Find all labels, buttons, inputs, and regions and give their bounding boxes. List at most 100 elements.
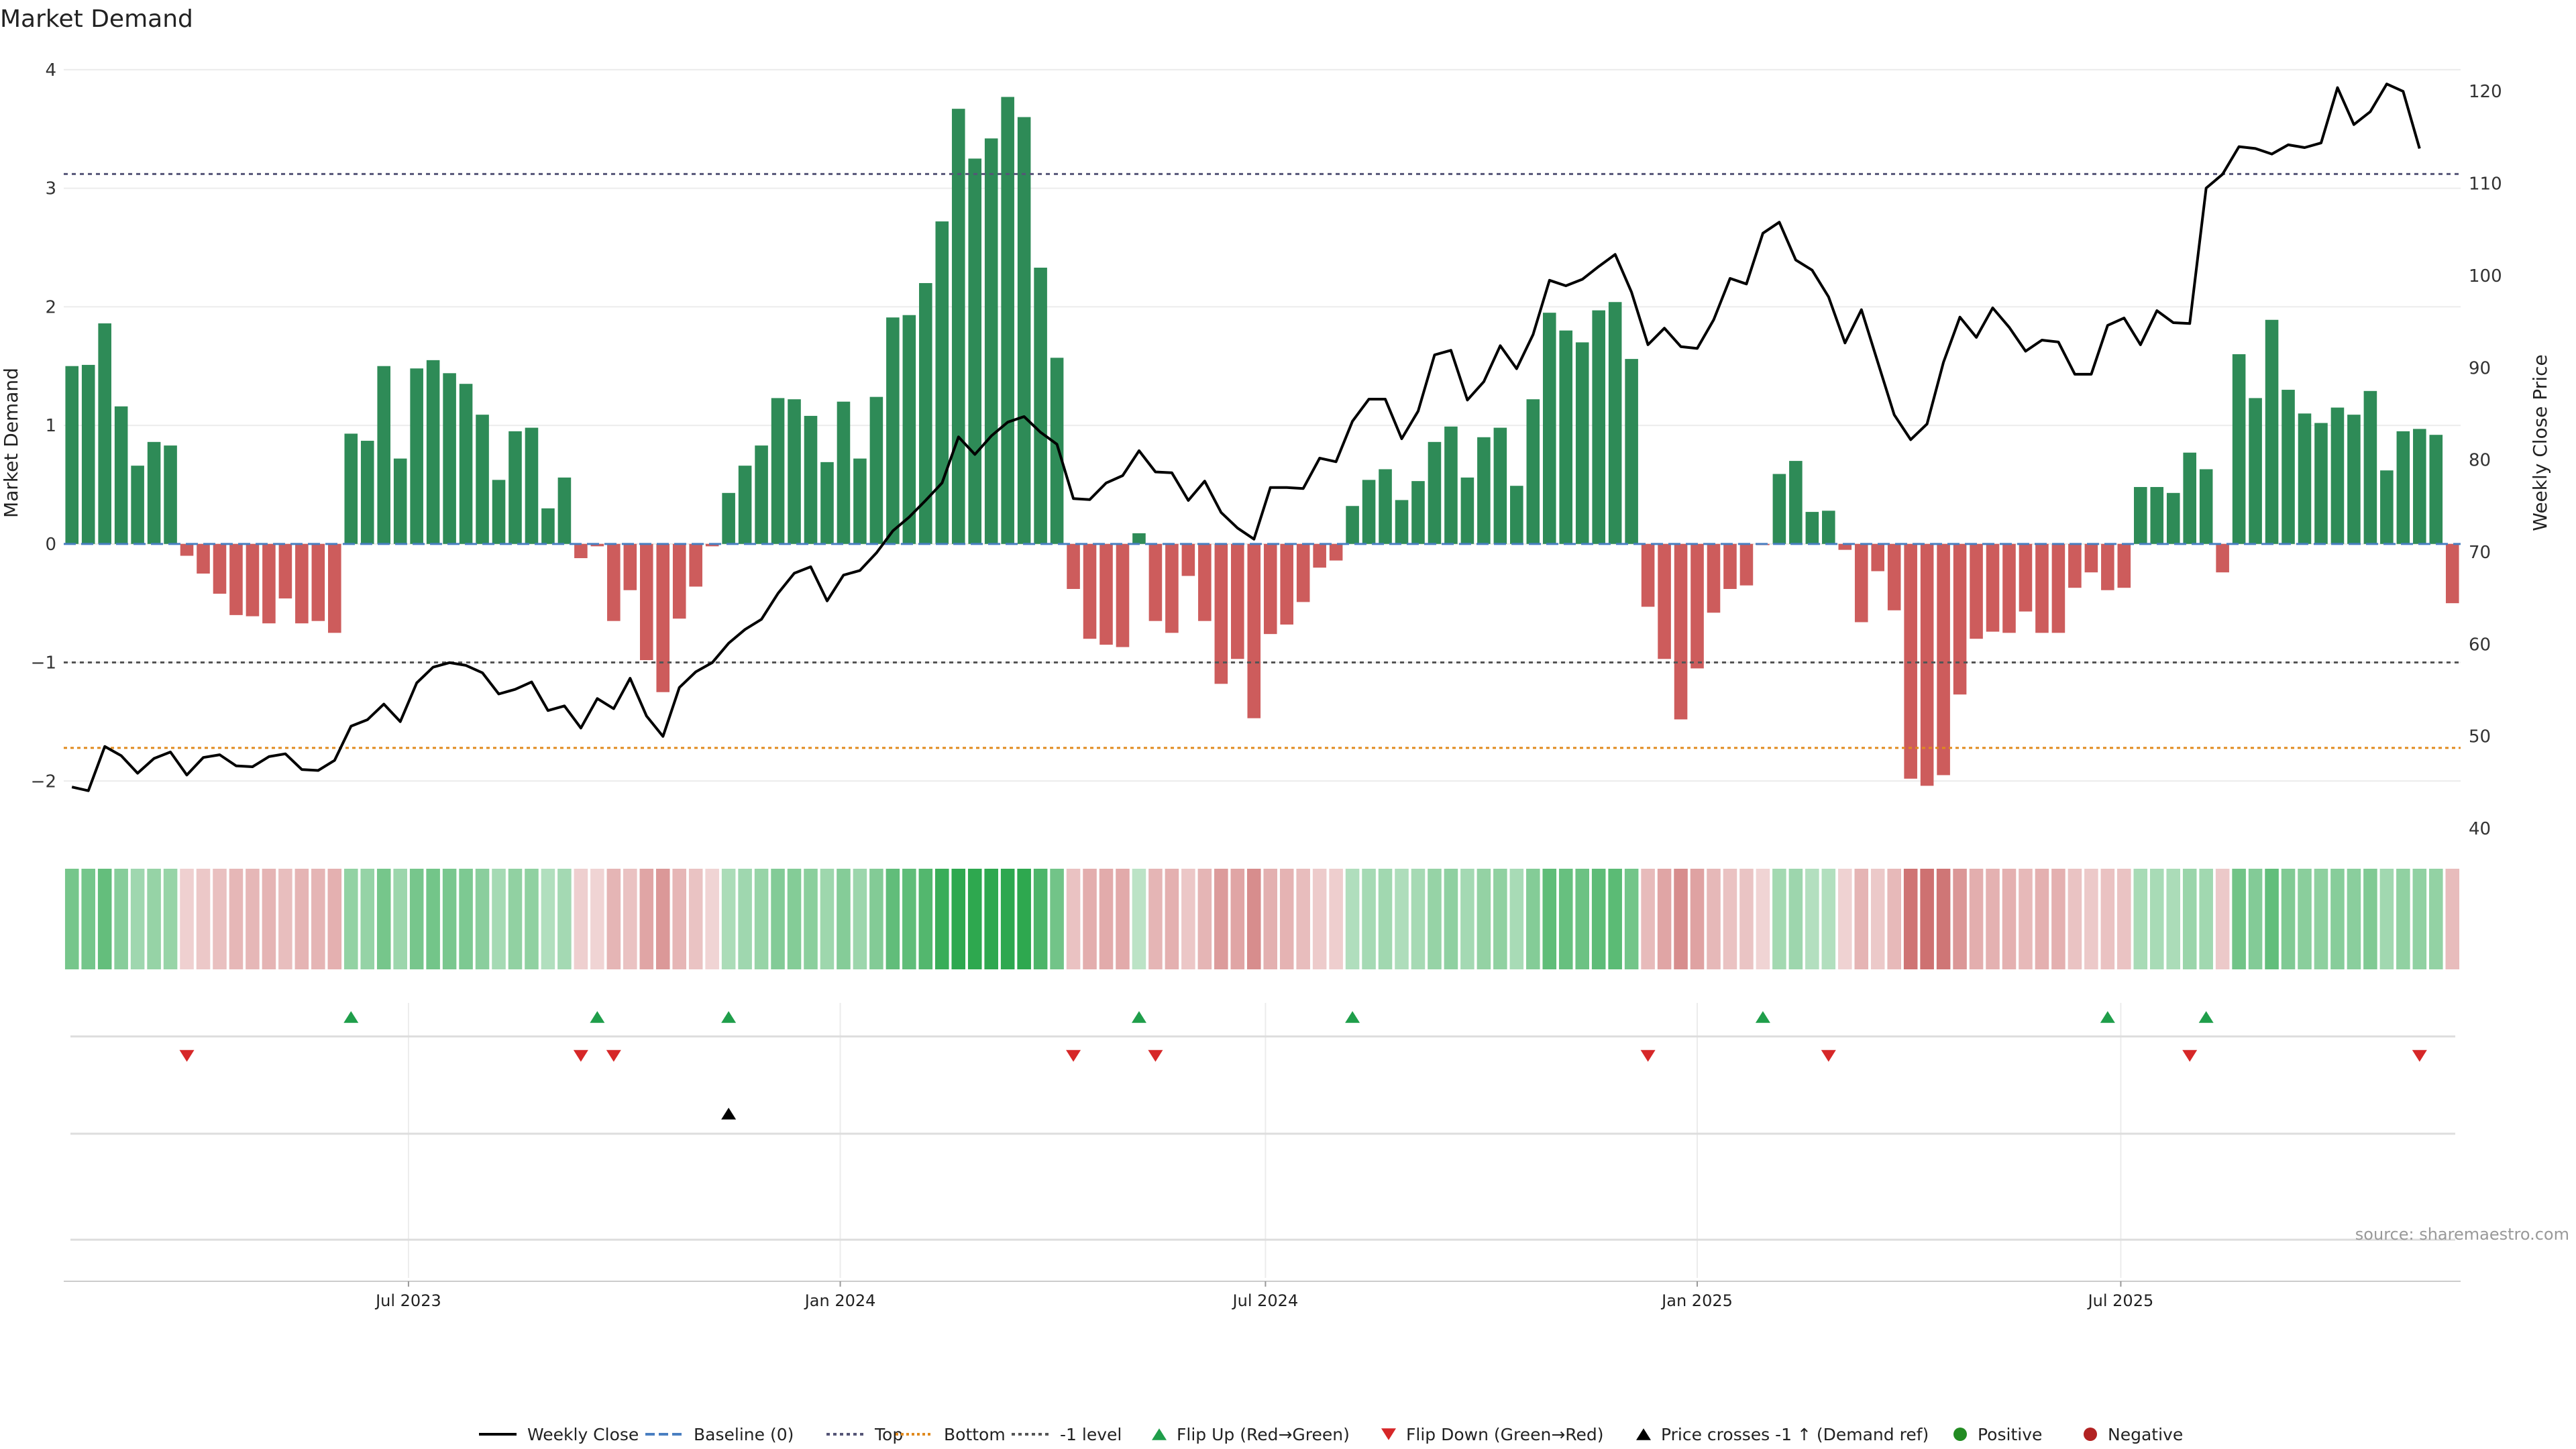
x-tick-label: Jan 2024 [804,1291,876,1310]
price-line [71,83,2421,792]
y-left-tick-label: 0 [45,535,56,555]
heat-cell [655,869,670,969]
heat-cell [606,869,621,969]
heat-cell [1329,869,1343,969]
heat-cell [64,869,79,969]
heat-cell [360,869,375,969]
flip-up-marker [2198,1011,2214,1023]
demand-bar-positive [557,477,572,544]
demand-bar-negative [213,543,227,594]
demand-bar-negative [1690,543,1704,669]
heat-cell [1477,869,1491,969]
heat-cell [1312,869,1327,969]
heat-cell [1657,869,1672,969]
heat-cell [475,869,490,969]
heat-cell [738,869,752,969]
legend-label: Positive [1978,1425,2042,1444]
flip-down-marker [179,1050,195,1062]
legend-item: Weekly Close [479,1425,639,1444]
heat-cell [1920,869,1934,969]
y-right-tick-label: 80 [2469,451,2491,471]
demand-bar-positive [2150,486,2164,544]
y-right-tick-label: 120 [2469,82,2502,102]
demand-bar-negative [2019,543,2033,612]
x-tick-label: Jul 2023 [374,1291,441,1310]
legend-label: Baseline (0) [694,1425,794,1444]
demand-bar-negative [639,543,653,661]
heat-cell [672,869,687,969]
heat-cell [2314,869,2328,969]
legend-item: Price crosses -1 ↑ (Demand ref) [1636,1425,1929,1444]
flip-up-marker [721,1011,737,1023]
heat-cell [1296,869,1310,969]
heat-cell [2232,869,2246,969]
legend-label: Bottom [944,1425,1006,1444]
heat-cell [902,869,916,969]
legend-item: Bottom [896,1425,1006,1444]
heat-cell [1739,869,1754,969]
heat-cell [409,869,424,969]
demand-bar-negative [1920,543,1934,786]
demand-bar-negative [1329,543,1343,561]
heat-cell [869,869,883,969]
demand-bar-positive [393,458,407,544]
demand-bar-positive [360,441,374,544]
y-left-tick-label: −2 [31,771,56,792]
demand-bar-negative [1986,543,2000,632]
demand-bar-positive [1559,330,1573,544]
demand-bar-positive [2380,470,2394,544]
heat-cell [1263,869,1278,969]
heat-cell [1279,869,1294,969]
demand-bar-positive [1362,480,1376,544]
heat-cell [2166,869,2181,969]
heat-cell [1575,869,1589,969]
demand-bar-positive [1822,511,1835,544]
demand-bar-negative [1083,543,1097,639]
x-axis: Jul 2023 Jan 2024 Jul 2024 Jan 2025 Jul 2025 [64,1281,2461,1310]
heat-cell [1986,869,2000,969]
demand-bar-negative [1904,543,1917,779]
legend: Weekly Close Baseline (0) Top Bottom -1 leve… [479,1425,2183,1444]
demand-bar-positive [459,384,473,544]
heat-cell [1395,869,1409,969]
heat-cell [508,869,523,969]
demand-bar-positive [426,360,440,544]
source-note: source: sharemaestro.com [2355,1225,2569,1244]
heat-cell [2298,869,2312,969]
heat-cell [2100,869,2115,969]
legend-item: Top [826,1425,903,1444]
demand-bar-positive [2413,429,2426,544]
heat-cell [1230,869,1245,969]
demand-bar-positive [1395,500,1409,544]
demand-bar-positive [853,458,867,544]
demand-bar-positive [968,158,982,544]
demand-bar-negative [2002,543,2016,633]
heat-cell [541,869,555,969]
demand-bar-negative [2084,543,2098,573]
demand-bar-positive [1772,474,1786,544]
heat-cell [2281,869,2296,969]
heat-cell [97,869,112,969]
demand-bar-positive [508,431,522,544]
demand-bar-positive [2429,435,2443,544]
heat-cell [1050,869,1064,969]
heat-cell [1723,869,1737,969]
demand-bar-negative [2101,543,2114,590]
demand-bar-negative [1296,543,1310,602]
demand-bar-negative [1099,543,1113,645]
heat-cell [343,869,358,969]
heat-cell [1558,869,1573,969]
demand-bar-negative [607,543,621,621]
demand-bar-positive [525,427,539,544]
demand-bar-positive [2232,354,2246,544]
y-right-tick-label: 60 [2469,635,2491,655]
demand-bar-positive [1477,437,1491,544]
demand-bar-negative [2051,543,2065,633]
demand-bar-positive [1017,117,1031,544]
demand-bar-positive [476,415,489,544]
heat-cell [1460,869,1474,969]
heat-cell [2347,869,2361,969]
demand-bar-positive [1132,533,1146,544]
demand-bar-positive [1592,310,1605,544]
demand-bar-negative [705,543,719,547]
